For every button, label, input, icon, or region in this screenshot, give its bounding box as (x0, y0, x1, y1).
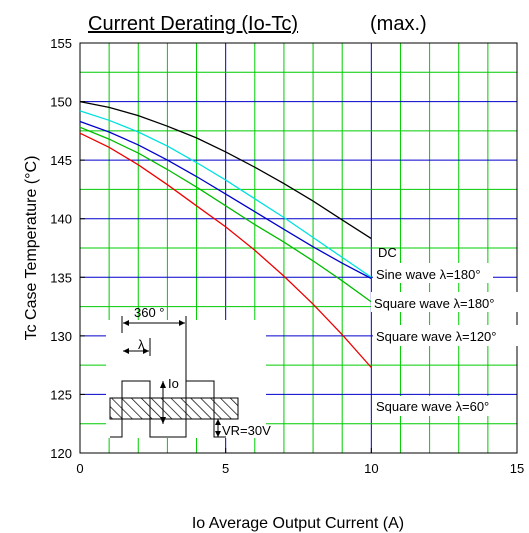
series-line-0 (79, 100, 372, 240)
y-tick-label: 135 (50, 270, 72, 285)
inset-lambda-label: λ (138, 337, 145, 352)
chart-title-suffix: (max.) (370, 13, 427, 35)
y-tick-label: 130 (50, 329, 72, 344)
series-label-sine-180: Sine wave λ=180° (376, 267, 481, 282)
series-label-square-180: Square wave λ=180° (374, 296, 494, 311)
inset-voltage-label: VR=30V (222, 423, 271, 438)
y-tick-label: 145 (50, 153, 72, 168)
series-line-3 (79, 126, 372, 303)
current-waveform (110, 380, 226, 438)
x-tick-label: 10 (364, 461, 378, 476)
x-axis-label: Io Average Output Current (A) (192, 515, 404, 532)
series-label-square-120: Square wave λ=120° (376, 329, 496, 344)
reverse-voltage-hatch (109, 397, 239, 420)
series-label-square-60: Square wave λ=60° (376, 399, 489, 414)
y-tick-label: 150 (50, 95, 72, 110)
series-lines (79, 100, 372, 368)
waveform-inset: 360 ° λ Io VR=30V (106, 305, 271, 438)
y-tick-label: 120 (50, 446, 72, 461)
x-tick-label: 5 (222, 461, 229, 476)
y-axis-label: Tc Case Temperature (°C) (23, 156, 40, 341)
chart-title: Current Derating (Io-Tc) (88, 13, 298, 35)
y-tick-label: 155 (50, 36, 72, 51)
series-line-4 (79, 132, 372, 368)
y-tick-label: 125 (50, 387, 72, 402)
x-tick-label: 15 (510, 461, 524, 476)
y-tick-labels: 120 125 130 135 140 145 150 155 (50, 36, 85, 461)
y-tick-label: 140 (50, 212, 72, 227)
plot-frame (79, 42, 518, 454)
series-line-1 (79, 110, 372, 278)
x-tick-labels: 0 5 10 15 (76, 448, 524, 476)
horizontal-gridlines (80, 71, 517, 425)
inset-current-label: Io (168, 376, 179, 391)
series-line-2 (79, 120, 372, 280)
series-label-dc: DC (378, 245, 397, 260)
x-tick-label: 0 (76, 461, 83, 476)
inset-angle-label: 360 ° (134, 305, 165, 320)
